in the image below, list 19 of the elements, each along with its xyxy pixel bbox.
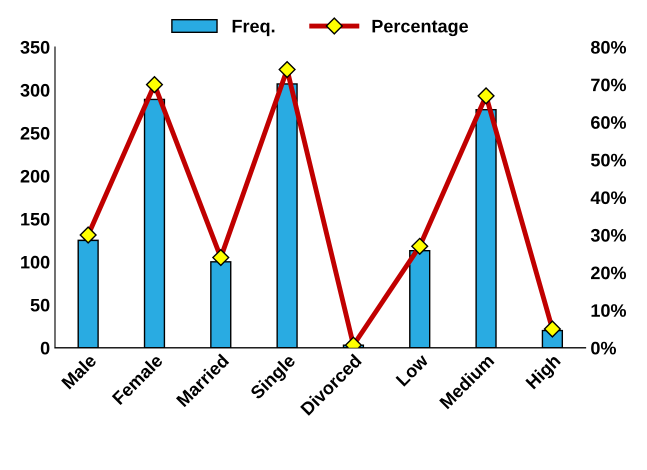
y2-tick-label: 0% [591, 342, 616, 355]
y-tick-label: 300 [20, 84, 50, 97]
y2-tick-label: 80% [590, 40, 626, 54]
y2-tick-label: 70% [591, 78, 626, 92]
y2-tick-label: 60% [591, 116, 626, 129]
legend-label: Freq. [232, 20, 274, 36]
legend-label: Percentage [372, 20, 468, 36]
y2-tick-label: 50% [590, 154, 626, 167]
y2-tick-label: 30% [590, 228, 626, 242]
y2-tick-label: 40% [590, 191, 626, 204]
y2-tick-label: 10% [592, 304, 626, 317]
y-tick-label: 250 [20, 126, 50, 140]
y-tick-label: 50 [30, 298, 50, 312]
y-tick-label: 150 [21, 212, 50, 226]
y-tick-label: 200 [20, 170, 50, 183]
y2-tick-label: 20% [591, 266, 626, 280]
y-tick-label: 350 [20, 40, 50, 54]
y-tick-label: 100 [21, 256, 50, 269]
y-tick-label: 0 [40, 342, 50, 355]
